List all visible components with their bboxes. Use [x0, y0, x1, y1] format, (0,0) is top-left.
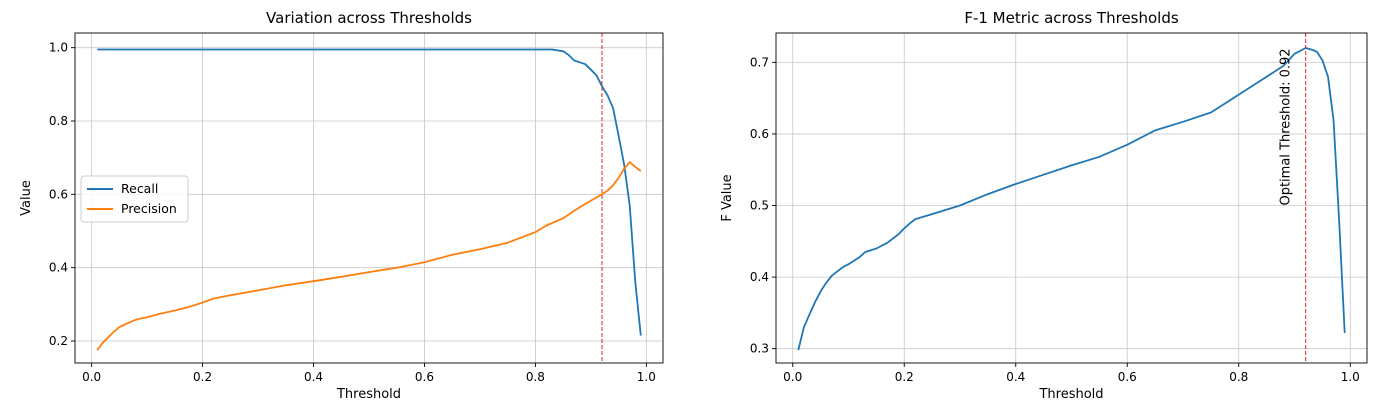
y-tick-label: 0.8	[49, 114, 68, 128]
x-tick-label: 0.0	[82, 370, 101, 384]
chart-title: Variation across Thresholds	[266, 9, 472, 27]
y-tick-label: 0.5	[750, 199, 769, 213]
chart-f1-metric-across-thresholds: 0.0 0.2 0.4 0.6 0.8 1.0 0.3 0.4 0.5 0.6 0.7 F-1 Met…	[720, 9, 1368, 402]
x-tick-label: 0.6	[1118, 370, 1137, 384]
series-line-f1	[797, 47, 1346, 351]
x-axis-label: Threshold	[336, 387, 401, 402]
y-tick-label: 0.7	[750, 55, 769, 69]
x-tick-label: 0.2	[895, 370, 914, 384]
x-tick-label: 0.2	[193, 370, 212, 384]
series-line-precision	[96, 161, 642, 351]
plot-frame	[74, 32, 664, 364]
y-tick-label: 0.6	[49, 187, 68, 201]
x-tick-label: 0.4	[1006, 370, 1025, 384]
plot-frame	[775, 32, 1368, 364]
x-tick-label: 1.0	[1341, 370, 1360, 384]
legend-label-precision: Precision	[121, 201, 177, 216]
y-tick-label: 0.3	[750, 342, 769, 356]
x-axis-label: Threshold	[1038, 387, 1103, 402]
x-tick-label: 0.8	[526, 370, 545, 384]
x-tick-label: 1.0	[637, 370, 656, 384]
y-tick-label: 0.6	[750, 127, 769, 141]
series-line-recall	[97, 48, 642, 336]
x-tick-label: 0.6	[415, 370, 434, 384]
legend-label-recall: Recall	[121, 181, 158, 196]
legend-box	[80, 175, 189, 223]
y-tick-label: 0.4	[49, 261, 68, 275]
x-tick-label: 0.0	[783, 370, 802, 384]
x-tick-label: 0.8	[1229, 370, 1248, 384]
y-axis-label: Value	[19, 180, 34, 216]
chart-title: F-1 Metric across Thresholds	[964, 9, 1179, 27]
y-tick-label: 1.0	[49, 41, 68, 55]
y-axis-label: F Value	[720, 174, 735, 221]
x-tick-label: 0.4	[304, 370, 323, 384]
y-tick-label: 0.4	[750, 270, 769, 284]
chart-variation-across-thresholds: 0.0 0.2 0.4 0.6 0.8 1.0 0.2 0.4 0.6 0.8 1.0 Variati…	[19, 9, 664, 402]
optimal-threshold-annotation: Optimal Threshold: 0.92	[1279, 48, 1294, 205]
y-tick-label: 0.2	[49, 334, 68, 348]
